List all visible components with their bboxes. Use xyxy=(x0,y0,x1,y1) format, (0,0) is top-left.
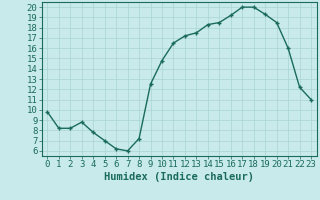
X-axis label: Humidex (Indice chaleur): Humidex (Indice chaleur) xyxy=(104,172,254,182)
